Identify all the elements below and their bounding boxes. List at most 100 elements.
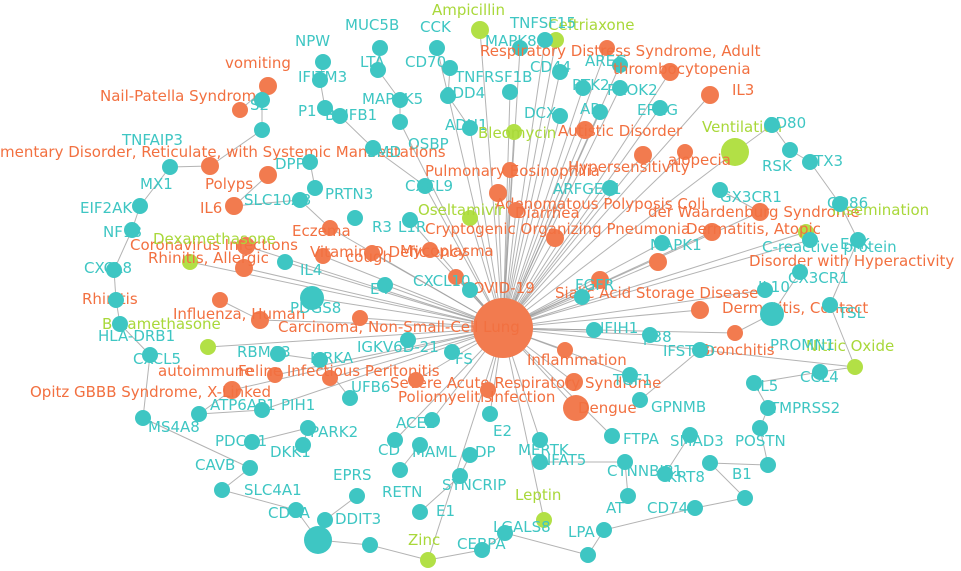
gene-node-circle[interactable] (332, 108, 348, 124)
gene-node-circle[interactable] (106, 262, 122, 278)
gene-node-circle[interactable] (512, 40, 528, 56)
gene-node-circle[interactable] (654, 235, 670, 251)
node-smd[interactable]: SMD (365, 140, 401, 161)
node-adenom[interactable]: Adenomatous Polyposis Coli (489, 184, 705, 213)
node-arfgef1[interactable]: ARFGEF1 (553, 180, 622, 198)
node-dpp4[interactable]: DPP4 (275, 154, 318, 173)
disease-node-circle[interactable] (727, 325, 743, 341)
gene-node-circle[interactable] (191, 406, 207, 422)
gene-node-circle[interactable] (214, 482, 230, 498)
gene-node-circle[interactable] (652, 100, 668, 116)
gene-node-circle[interactable] (440, 88, 456, 104)
node-epers[interactable]: EPRS (333, 462, 408, 484)
gene-node-circle[interactable] (760, 302, 784, 326)
node-vomiting[interactable]: vomiting (225, 54, 291, 95)
node-kv6d[interactable]: IGKV6D-21 (357, 332, 439, 356)
node-il10[interactable]: IL10 (757, 278, 790, 298)
disease-node-circle[interactable] (508, 202, 524, 218)
node-ampicillin[interactable]: Ampicillin (432, 1, 505, 39)
node-diarrhea[interactable]: Diarrhea (508, 202, 580, 222)
disease-node-circle[interactable] (408, 372, 424, 388)
drug-node-circle[interactable] (420, 552, 436, 568)
node-mertk[interactable]: MERTK (518, 432, 570, 459)
gene-node-circle[interactable] (244, 434, 260, 450)
node-p1[interactable]: P1 (298, 100, 333, 120)
node-cough[interactable]: cough (346, 245, 392, 266)
gene-node-circle[interactable] (596, 522, 612, 538)
node-mrka[interactable]: MRKA (310, 349, 354, 368)
disease-node-circle[interactable] (489, 184, 507, 202)
node-rhinitis3[interactable] (108, 292, 124, 308)
disease-node-circle[interactable] (237, 237, 255, 255)
node-infection[interactable]: Infection (480, 382, 555, 406)
node-dp[interactable]: DP (462, 443, 496, 463)
node-tgf1[interactable]: TGF1 (612, 367, 652, 389)
node-irih1[interactable]: IFIH1 (586, 319, 638, 338)
node-covid[interactable]: COVID-19 (448, 269, 535, 297)
node-cd44[interactable]: CD44 (530, 58, 571, 80)
gene-node-circle[interactable] (592, 104, 608, 120)
disease-node-circle[interactable] (649, 253, 667, 271)
node-ar[interactable]: AR (580, 100, 608, 120)
drug-node-circle[interactable] (471, 21, 489, 39)
gene-node-circle[interactable] (372, 40, 388, 56)
gene-node-circle[interactable] (532, 432, 548, 448)
gene-node-circle[interactable] (442, 60, 458, 76)
node-ccl4[interactable]: CCL4 (800, 364, 839, 386)
node-lpa[interactable]: LPA (568, 522, 612, 541)
gene-node-circle[interactable] (300, 286, 324, 310)
gene-node-circle[interactable] (760, 457, 776, 473)
node-il2[interactable]: S2 (250, 92, 270, 114)
gene-node-circle[interactable] (802, 232, 818, 248)
drug-node-circle[interactable] (506, 124, 522, 140)
node-ace2[interactable]: ACE2 (396, 412, 440, 432)
gene-node-circle[interactable] (657, 466, 673, 482)
node-hladrb1[interactable]: HLA-DRB1 (98, 316, 175, 345)
node-eczema[interactable]: Eczema (292, 220, 351, 240)
gene-node-circle[interactable] (370, 62, 386, 78)
gene-node-circle[interactable] (377, 277, 393, 293)
gene-node-circle[interactable] (162, 159, 178, 175)
gene-node-circle[interactable] (462, 120, 478, 136)
disease-node-circle[interactable] (480, 382, 496, 398)
node-bot4[interactable] (760, 457, 776, 473)
node-npw[interactable]: NPW (295, 32, 331, 70)
disease-node-circle[interactable] (251, 311, 269, 329)
node-ceftriaxone[interactable]: Ceftriaxone (548, 16, 634, 48)
node-dkk1[interactable]: DKK1 (270, 437, 311, 461)
node-l1r[interactable]: L1R (398, 212, 426, 236)
disease-node-circle[interactable] (225, 197, 243, 215)
node-r3[interactable]: R3 (347, 210, 392, 236)
gene-node-circle[interactable] (387, 432, 403, 448)
node-coronavirus[interactable]: Coronavirus Infections (130, 236, 298, 255)
gene-node-circle[interactable] (412, 437, 428, 453)
node-carcinoma[interactable]: Carcinoma, Non-Small-Cell Lung (278, 310, 520, 336)
drug-node-circle[interactable] (182, 254, 198, 270)
node-rbmc3[interactable]: RBMC3 (237, 343, 291, 362)
node-retn[interactable]: RETN (349, 483, 422, 504)
disease-node-circle[interactable] (751, 203, 769, 221)
gene-node-circle[interactable] (792, 264, 808, 280)
gene-node-circle[interactable] (295, 437, 311, 453)
gene-node-circle[interactable] (712, 182, 728, 198)
gene-node-circle[interactable] (429, 40, 445, 56)
node-ifstpd[interactable]: IFSTPD (663, 342, 715, 360)
disease-node-circle[interactable] (546, 229, 564, 247)
node-nitric[interactable]: Nitric Oxide (806, 337, 894, 375)
node-big[interactable] (304, 526, 332, 554)
node-cxcl8[interactable]: CXCL8 (84, 259, 132, 278)
disease-node-circle[interactable] (634, 146, 652, 164)
node-cxcl10[interactable]: CXCL10 (413, 272, 478, 298)
disease-node-circle[interactable] (502, 162, 518, 178)
node-zinc[interactable]: Zinc (408, 531, 440, 568)
gene-node-circle[interactable] (482, 406, 498, 422)
drug-node-circle[interactable] (536, 512, 552, 528)
node-ptk2[interactable]: PTK2 (572, 76, 610, 96)
node-tsl[interactable]: TSL (822, 297, 866, 322)
disease-node-circle[interactable] (232, 102, 248, 118)
node-tnfrsf1b[interactable]: TNFRSF1B (454, 68, 532, 100)
node-gx3cr1[interactable]: GX3CR1 (712, 182, 782, 206)
node-p38[interactable]: p38 (642, 327, 672, 346)
node-rsk[interactable]: RSK (762, 142, 798, 175)
node-cd86[interactable]: CD86 (827, 194, 868, 212)
